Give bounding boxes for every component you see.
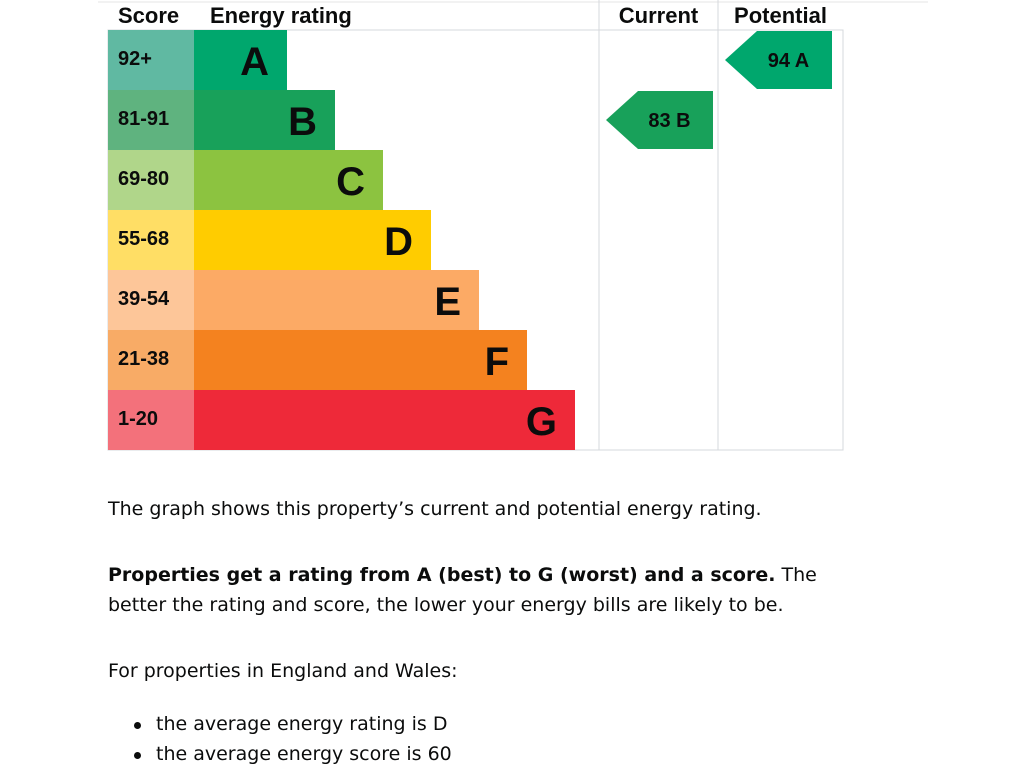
- rating-letter-e: E: [434, 280, 461, 324]
- rating-letter-d: D: [384, 220, 413, 264]
- score-cell-b: [108, 90, 194, 150]
- intro-text: The graph shows this property’s current …: [108, 498, 762, 520]
- score-range-g: 1-20: [118, 408, 158, 430]
- rating-letter-f: F: [485, 340, 509, 384]
- score-range-b: 81-91: [118, 108, 169, 130]
- rating-explanation-bold: Properties get a rating from A (best) to…: [108, 564, 776, 586]
- score-cell-e: [108, 270, 194, 330]
- current-rating-label: 83 B: [648, 110, 690, 132]
- score-cell-c: [108, 150, 194, 210]
- score-range-c: 69-80: [118, 168, 169, 190]
- header-score: Score: [118, 3, 179, 28]
- potential-rating-label: 94 A: [768, 50, 810, 72]
- rating-letter-b: B: [288, 100, 317, 144]
- epc-chart: Score Energy rating Current Potential 92+ A 81…: [98, 0, 928, 451]
- score-range-e: 39-54: [118, 288, 170, 310]
- rating-bar-f: [194, 330, 527, 390]
- score-cell-d: [108, 210, 194, 270]
- score-range-d: 55-68: [118, 228, 169, 250]
- average-list: the average energy rating is D the avera…: [108, 709, 452, 769]
- rating-bar-e: [194, 270, 479, 330]
- current-rating-arrow: [606, 91, 713, 149]
- header-current: Current: [619, 3, 699, 28]
- england-wales-text: For properties in England and Wales:: [108, 660, 458, 682]
- header-potential: Potential: [734, 3, 827, 28]
- potential-rating-arrow: [725, 31, 832, 89]
- rating-bar-d: [194, 210, 431, 270]
- rating-bar-b: [194, 90, 335, 150]
- rating-letter-g: G: [526, 400, 557, 444]
- rating-explanation: Properties get a rating from A (best) to…: [108, 560, 868, 620]
- rating-letter-c: C: [336, 160, 365, 204]
- rating-bar-g: [194, 390, 575, 450]
- score-cell-a: [108, 30, 194, 90]
- rating-bar-c: [194, 150, 383, 210]
- average-rating-item: the average energy rating is D: [108, 709, 452, 739]
- header-energy-rating: Energy rating: [210, 3, 352, 28]
- score-cell-f: [108, 330, 194, 390]
- score-range-a: 92+: [118, 48, 152, 70]
- rating-explanation-rest: The better the rating and score, the low…: [108, 564, 817, 616]
- average-score-item: the average energy score is 60: [108, 739, 452, 769]
- rating-letter-a: A: [240, 40, 269, 84]
- rating-bar-a: [194, 30, 287, 90]
- score-range-f: 21-38: [118, 348, 169, 370]
- score-cell-g: [108, 390, 194, 450]
